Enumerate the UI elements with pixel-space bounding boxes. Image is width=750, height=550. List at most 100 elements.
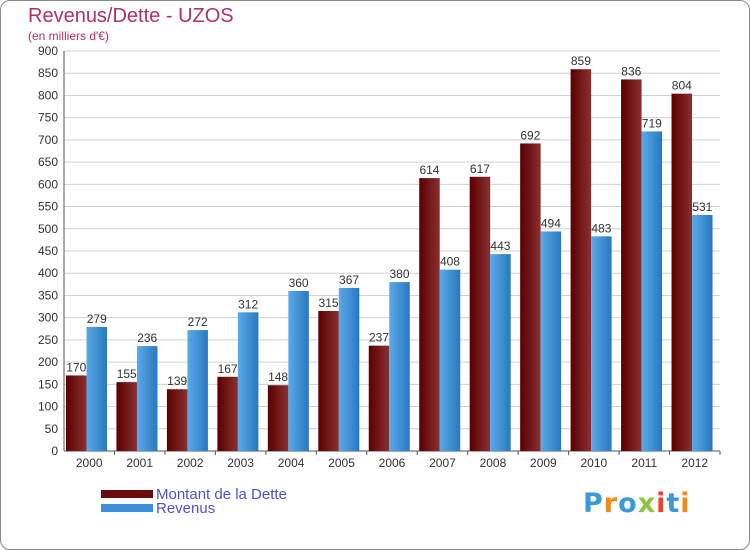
data-label: 719 (642, 116, 662, 130)
data-label: 443 (490, 239, 510, 253)
x-tick-label: 2010 (580, 456, 607, 470)
bar-dette (368, 345, 390, 451)
bar-revenus (86, 327, 107, 451)
bar-revenus (237, 312, 259, 451)
data-label: 236 (137, 331, 157, 345)
bar-dette (116, 382, 137, 451)
y-tick-label: 200 (38, 355, 58, 369)
x-axis-labels: 2000 2001 2002 2003 2004 2005 2006 2007 2008 2009… (76, 451, 721, 470)
x-tick-label: 2007 (429, 456, 456, 470)
bar-revenus (641, 131, 663, 451)
data-label: 167 (218, 362, 238, 376)
bar-dette (166, 389, 188, 451)
logo-letter: r (603, 488, 619, 519)
bar-dette (267, 385, 289, 451)
logo-letter: P (583, 488, 604, 519)
legend-swatch-revenus (101, 504, 153, 512)
x-tick-label: 2008 (480, 456, 507, 470)
x-tick-label: 2005 (328, 456, 355, 470)
x-tick-label: 2000 (76, 456, 103, 470)
x-tick-label: 2002 (177, 456, 204, 470)
y-tick-label: 850 (38, 66, 58, 80)
x-tick-label: 2012 (681, 456, 708, 470)
bar-revenus (187, 330, 208, 451)
bar-revenus (338, 287, 360, 451)
data-label: 531 (692, 200, 712, 214)
data-label: 155 (117, 367, 137, 381)
bar-revenus (540, 231, 562, 451)
bar-dette (621, 79, 642, 451)
data-label: 315 (319, 296, 339, 310)
data-label: 279 (87, 312, 107, 326)
y-tick-label: 400 (38, 266, 58, 280)
y-tick-label: 150 (38, 377, 58, 391)
logo-letter: i (680, 488, 691, 519)
y-axis-labels: 0 50 100 150 200 250 300 350 400 450 500 550 600 650 7… (38, 44, 58, 458)
logo-letter: t (666, 488, 681, 519)
logo-letter: o (618, 488, 638, 519)
y-tick-label: 100 (38, 400, 58, 414)
bar-revenus (389, 282, 410, 451)
legend (101, 490, 153, 512)
data-label: 614 (419, 163, 439, 177)
data-label: 859 (571, 54, 591, 68)
data-label: 360 (289, 276, 309, 290)
x-tick-label: 2003 (227, 456, 254, 470)
x-tick-label: 2011 (631, 456, 657, 470)
data-label: 139 (167, 374, 187, 388)
data-label: 272 (188, 315, 208, 329)
x-tick-label: 2009 (530, 456, 557, 470)
data-label: 237 (369, 331, 389, 345)
bar-dette (671, 93, 693, 452)
bar-dette (318, 311, 339, 451)
data-label: 494 (541, 216, 561, 230)
legend-label-revenus: Revenus (156, 500, 216, 517)
y-tick-label: 500 (38, 222, 58, 236)
data-label: 170 (66, 360, 86, 374)
bars (66, 69, 713, 452)
chart-subtitle: (en milliers d'€) (28, 29, 109, 43)
y-tick-label: 550 (38, 200, 58, 214)
bar-revenus (136, 346, 158, 451)
y-tick-label: 300 (38, 311, 58, 325)
bar-revenus (692, 215, 713, 451)
data-label: 692 (520, 128, 540, 142)
bar-dette (570, 69, 592, 451)
bar-dette (520, 143, 541, 451)
x-tick-label: 2001 (126, 456, 153, 470)
y-tick-label: 250 (38, 333, 58, 347)
y-tick-label: 750 (38, 111, 58, 125)
data-label: 804 (672, 79, 692, 93)
proxiti-logo: Proxiti (583, 488, 691, 519)
y-tick-label: 350 (38, 288, 58, 302)
data-label: 617 (470, 162, 490, 176)
y-tick-label: 650 (38, 155, 58, 169)
bar-revenus (439, 269, 461, 451)
logo-letter: i (656, 488, 667, 519)
y-tick-label: 900 (38, 44, 58, 58)
y-tick-label: 50 (45, 422, 59, 436)
y-tick-label: 450 (38, 244, 58, 258)
bar-dette (469, 176, 491, 451)
data-label: 148 (268, 370, 288, 384)
data-label: 836 (621, 64, 641, 78)
bar-dette (66, 375, 87, 451)
y-tick-label: 600 (38, 177, 58, 191)
legend-label-dette: Montant de la Dette (156, 486, 287, 503)
data-label: 380 (390, 267, 410, 281)
y-tick-label: 0 (51, 444, 58, 458)
bar-revenus (490, 254, 511, 451)
bar-revenus (288, 291, 309, 451)
bar-revenus (591, 236, 612, 451)
chart-title: Revenus/Dette - UZOS (28, 5, 234, 27)
data-label: 312 (238, 297, 258, 311)
x-tick-label: 2006 (379, 456, 406, 470)
logo-letter: x (637, 488, 657, 519)
data-label: 408 (440, 255, 460, 269)
bar-dette (419, 178, 440, 451)
bar-dette (217, 376, 238, 451)
y-tick-label: 700 (38, 133, 58, 147)
